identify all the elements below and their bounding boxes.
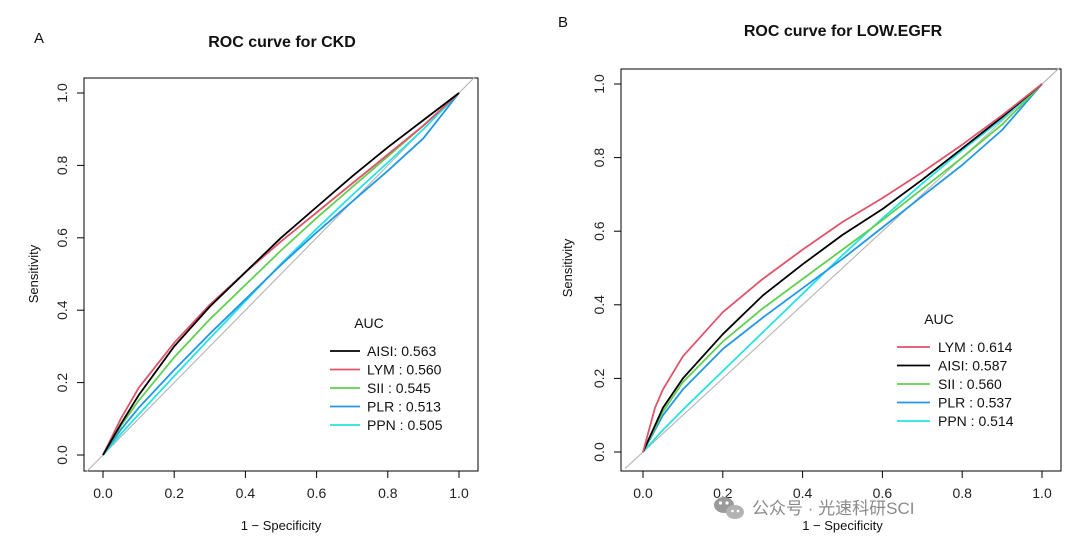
y-tick-label: 0.0 bbox=[591, 442, 607, 462]
x-tick-label: 1.0 bbox=[1032, 485, 1052, 501]
x-tick-label: 0.4 bbox=[793, 485, 813, 501]
legend-title: AUC bbox=[924, 311, 954, 327]
chart-title-a: ROC curve for CKD bbox=[208, 34, 356, 51]
roc-curve-lym bbox=[102, 92, 460, 456]
roc-curve-aisi bbox=[102, 92, 460, 456]
legend-label-ppn: PPN : 0.514 bbox=[938, 413, 1014, 429]
legend-label-aisi: AISI: 0.563 bbox=[367, 343, 436, 359]
x-axis-label-a: 1 − Specificity bbox=[241, 518, 322, 533]
y-tick-label: 0.2 bbox=[54, 373, 70, 393]
legend-label-lym: LYM : 0.560 bbox=[367, 362, 442, 378]
x-axis-b: 0.0 0.2 0.4 0.6 0.8 1.0 bbox=[633, 471, 1052, 501]
x-tick-label: 0.4 bbox=[236, 485, 256, 501]
panel-b-roc-low-egfr: B ROC curve for LOW.EGFR 0.0 0.2 0.4 0.6 0.8 1.… bbox=[558, 14, 1062, 533]
roc-curve-plr bbox=[642, 83, 1043, 453]
legend-title: AUC bbox=[354, 315, 384, 331]
x-tick-label: 0.0 bbox=[93, 485, 113, 501]
x-tick-label: 0.8 bbox=[378, 485, 398, 501]
wechat-icon bbox=[714, 497, 744, 519]
diagonal-reference-line-b bbox=[624, 67, 1061, 469]
y-axis-b: 0.0 0.2 0.4 0.6 0.8 1.0 bbox=[591, 74, 621, 462]
legend-label-plr: PLR : 0.513 bbox=[367, 399, 441, 415]
legend-label-sii: SII : 0.545 bbox=[367, 380, 431, 396]
x-tick-label: 0.0 bbox=[633, 485, 653, 501]
plot-frame-b bbox=[620, 68, 1062, 472]
roc-curve-lym bbox=[642, 83, 1043, 453]
roc-series-group-b bbox=[642, 83, 1043, 453]
panel-letter-a: A bbox=[34, 30, 44, 47]
legend-label-sii: SII : 0.560 bbox=[938, 376, 1002, 392]
roc-series-group-a bbox=[102, 92, 460, 456]
x-tick-label: 0.6 bbox=[873, 485, 893, 501]
legend-a: AUC AISI: 0.563 LYM : 0.560 SII : 0.545 PLR … bbox=[330, 315, 443, 433]
x-tick-label: 1.0 bbox=[449, 485, 469, 501]
roc-curve-sii bbox=[642, 83, 1043, 453]
y-axis-label-b: Sensitivity bbox=[560, 238, 575, 297]
y-tick-label: 0.4 bbox=[54, 300, 70, 320]
y-tick-label: 0.2 bbox=[591, 368, 607, 388]
x-axis-label-b: 1 − Specificity bbox=[802, 518, 883, 533]
y-tick-label: 0.6 bbox=[591, 221, 607, 241]
panel-letter-b: B bbox=[558, 14, 568, 31]
roc-curve-sii bbox=[102, 92, 460, 456]
y-tick-label: 0.8 bbox=[591, 148, 607, 168]
y-axis-label-a: Sensitivity bbox=[26, 244, 41, 303]
x-tick-label: 0.6 bbox=[307, 485, 327, 501]
y-tick-label: 1.0 bbox=[591, 74, 607, 94]
y-tick-label: 1.0 bbox=[54, 83, 70, 103]
x-tick-label: 0.2 bbox=[713, 485, 733, 501]
legend-label-lym: LYM : 0.614 bbox=[938, 339, 1013, 355]
y-tick-label: 0.8 bbox=[54, 155, 70, 175]
roc-curve-aisi bbox=[642, 83, 1043, 453]
x-tick-label: 0.8 bbox=[952, 485, 972, 501]
legend-label-plr: PLR : 0.537 bbox=[938, 395, 1012, 411]
watermark-text: 公众号 · 光速科研SCI bbox=[752, 499, 914, 518]
x-tick-label: 0.2 bbox=[164, 485, 184, 501]
legend-label-ppn: PPN : 0.505 bbox=[367, 417, 443, 433]
watermark: 公众号 · 光速科研SCI bbox=[714, 497, 914, 519]
y-axis-a: 0.0 0.2 0.4 0.6 0.8 1.0 bbox=[54, 83, 84, 465]
plot-frame-a bbox=[83, 77, 479, 472]
y-tick-label: 0.6 bbox=[54, 228, 70, 248]
x-axis-a: 0.0 0.2 0.4 0.6 0.8 1.0 bbox=[93, 471, 469, 501]
legend-b: AUC LYM : 0.614 AISI: 0.587 SII : 0.560 PLR … bbox=[897, 311, 1014, 429]
panel-a-roc-ckd: A ROC curve for CKD 0.0 0.2 0.4 0.6 0.8 1.0 1 − … bbox=[26, 30, 479, 533]
chart-title-b: ROC curve for LOW.EGFR bbox=[744, 23, 943, 40]
y-tick-label: 0.4 bbox=[591, 295, 607, 315]
y-tick-label: 0.0 bbox=[54, 445, 70, 465]
legend-label-aisi: AISI: 0.587 bbox=[938, 358, 1007, 374]
roc-curve-plr bbox=[102, 92, 460, 456]
